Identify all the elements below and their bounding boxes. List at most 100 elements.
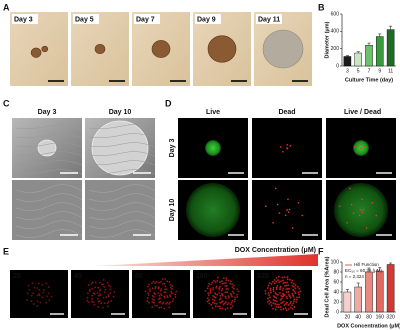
x-tick-label: 11 — [388, 68, 393, 74]
dead-stain — [268, 302, 271, 305]
dead-stain — [149, 288, 151, 291]
dead-stain — [285, 284, 288, 287]
dead-stain — [213, 302, 216, 305]
dead-stain — [227, 279, 230, 282]
bar — [354, 286, 362, 313]
dead-stain — [38, 294, 41, 297]
dead-stain — [171, 285, 174, 287]
dead-stain — [292, 289, 295, 291]
dead-stain — [269, 296, 271, 299]
dead-stain — [164, 278, 166, 280]
dead-stain — [157, 292, 160, 294]
dead-stain — [292, 302, 295, 305]
dead-stain — [293, 306, 296, 308]
dead-stain — [295, 298, 298, 301]
texture — [15, 160, 83, 166]
dead-stain — [352, 212, 355, 214]
dead-stain — [224, 295, 227, 298]
texture — [88, 160, 156, 166]
dead-stain — [279, 288, 281, 291]
texture — [88, 169, 156, 175]
dead-stain — [161, 302, 164, 305]
dead-stain — [214, 296, 217, 299]
dead-stain — [275, 288, 278, 291]
y-tick-label: 0 — [336, 309, 339, 315]
dead-stain — [284, 307, 287, 310]
dead-stain — [285, 302, 287, 305]
bar — [386, 29, 395, 67]
dead-stain — [371, 201, 374, 204]
dead-stain — [166, 280, 169, 283]
dead-stain — [230, 301, 233, 304]
dead-stain — [208, 282, 211, 285]
photo-label: 320 — [257, 273, 269, 280]
dead-stain — [36, 305, 39, 307]
dead-stain — [45, 282, 48, 285]
texture — [88, 202, 156, 211]
dead-stain — [286, 297, 289, 300]
dead-stain — [206, 287, 209, 290]
dead-stain — [288, 294, 290, 296]
dead-stain — [215, 287, 217, 289]
dead-stain — [286, 209, 288, 211]
dead-stain — [91, 281, 94, 284]
dead-stain — [361, 211, 364, 213]
dead-stain — [100, 302, 103, 305]
error-bar — [345, 289, 349, 292]
y-tick-label: 200 — [331, 46, 340, 52]
dead-stain — [104, 288, 107, 291]
dead-stain — [284, 281, 287, 284]
column-header: Day 10 — [109, 109, 132, 116]
dead-stain — [220, 289, 223, 292]
dead-stain — [151, 298, 154, 301]
photo-label: 40 — [74, 273, 82, 280]
row-label: Day 10 — [169, 199, 176, 222]
dead-stain — [286, 144, 289, 146]
dead-stain — [100, 283, 103, 286]
dead-stain — [106, 281, 109, 284]
dead-stain — [231, 299, 234, 302]
dead-stain — [42, 291, 45, 294]
dead-stain — [275, 276, 278, 279]
dead-stain — [163, 295, 166, 298]
error-bar — [389, 262, 393, 265]
dead-stain — [109, 288, 112, 291]
dead-stain — [293, 290, 296, 293]
dead-stain — [294, 287, 297, 290]
dead-stain — [108, 284, 110, 287]
dead-stain — [45, 301, 47, 304]
dead-stain — [219, 307, 222, 310]
dead-stain — [216, 293, 219, 296]
dead-stain — [283, 285, 286, 287]
dead-stain — [160, 288, 163, 291]
dead-stain — [148, 301, 150, 304]
y-tick-label: 100 — [331, 259, 340, 265]
dead-stain — [234, 298, 236, 301]
dead-stain — [155, 280, 158, 283]
dead-stain — [94, 286, 97, 289]
dead-stain — [99, 293, 101, 295]
dead-stain — [154, 304, 157, 307]
dead-stain — [220, 280, 223, 283]
dead-stain — [287, 284, 289, 287]
dead-stain — [279, 298, 282, 301]
dead-stain — [109, 292, 112, 295]
dead-stain — [33, 286, 36, 289]
dead-stain — [289, 302, 291, 305]
dead-stain — [298, 293, 300, 296]
dead-stain — [210, 283, 213, 286]
dead-stain — [221, 287, 224, 290]
dead-stain — [283, 304, 286, 306]
dead-stain — [276, 279, 279, 282]
dead-stain — [224, 308, 227, 311]
dead-stain — [219, 297, 222, 300]
dead-stain — [175, 290, 178, 293]
dead-stain — [154, 287, 157, 290]
dead-stain — [98, 300, 101, 303]
dead-stain — [232, 292, 235, 295]
dead-stain — [96, 292, 99, 295]
dead-stain — [109, 285, 112, 288]
dead-stain — [236, 296, 239, 298]
dead-stain — [162, 283, 164, 285]
dead-stain — [291, 304, 293, 307]
